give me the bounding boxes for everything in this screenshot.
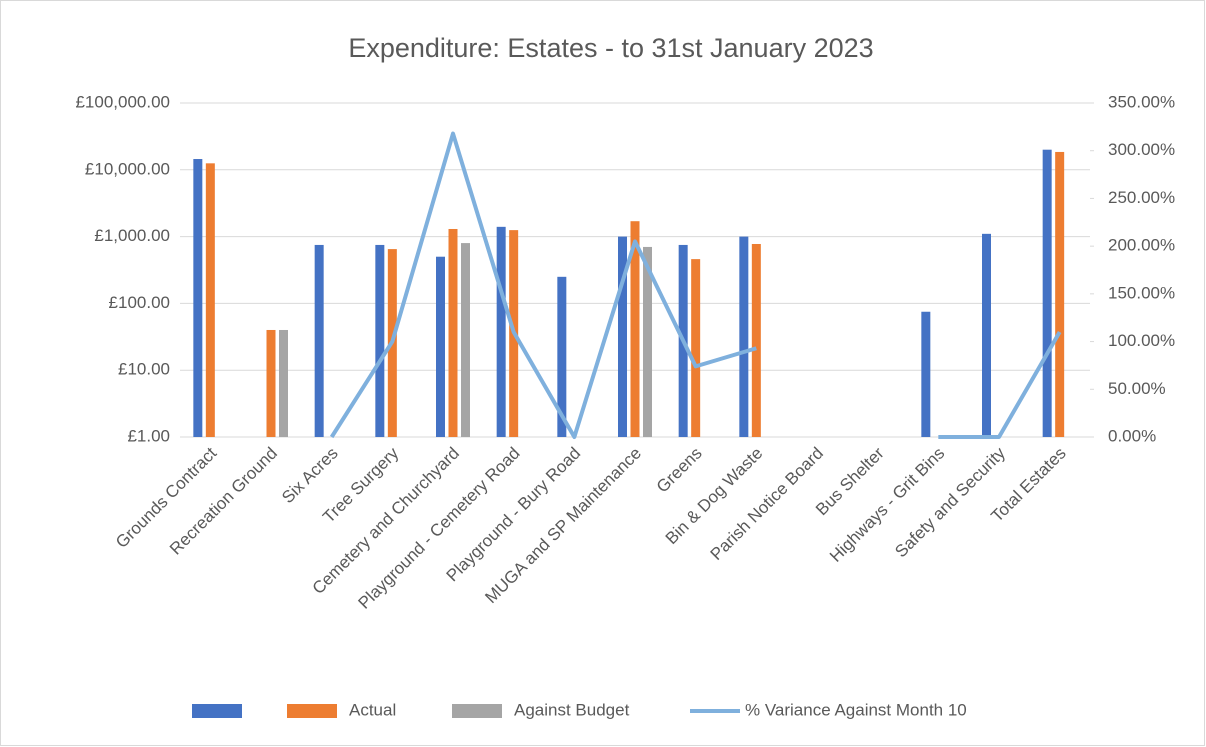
y2-tick-label: 0.00% — [1108, 426, 1156, 445]
bar — [205, 163, 215, 437]
bar — [630, 221, 640, 437]
bar — [375, 244, 385, 437]
legend-swatch — [192, 704, 242, 718]
legend-swatch — [287, 704, 337, 718]
bar — [921, 311, 931, 437]
y-tick-label: £1.00 — [127, 426, 170, 445]
bar — [461, 243, 470, 437]
bar — [314, 244, 324, 437]
y-tick-label: £10,000.00 — [85, 159, 170, 178]
bar — [618, 236, 627, 437]
legend-swatch — [452, 704, 502, 718]
bar — [982, 233, 991, 437]
y2-tick-label: 100.00% — [1108, 331, 1175, 350]
bar — [739, 236, 749, 437]
y2-tick-label: 150.00% — [1108, 283, 1175, 302]
y2-tick-label: 250.00% — [1108, 188, 1175, 207]
line — [329, 131, 1062, 439]
legend-label: Against Budget — [514, 700, 630, 719]
bar — [448, 228, 458, 437]
y-tick-label: £100.00 — [109, 293, 170, 312]
bar — [496, 226, 506, 437]
y2-tick-label: 50.00% — [1108, 379, 1166, 398]
y2-tick-label: 300.00% — [1108, 140, 1175, 159]
y-tick-label: £10.00 — [118, 360, 170, 379]
bar — [1042, 149, 1052, 437]
y-tick-label: £100,000.00 — [75, 92, 170, 111]
bar — [1055, 151, 1065, 437]
y-tick-label: £1,000.00 — [94, 226, 170, 245]
bar — [279, 329, 288, 437]
bar — [751, 243, 761, 437]
y2-tick-label: 200.00% — [1108, 236, 1175, 255]
bar — [691, 259, 701, 437]
bar — [643, 246, 652, 437]
legend-label: Actual — [349, 700, 396, 719]
chart-title: Expenditure: Estates - to 31st January 2… — [348, 33, 873, 63]
legend-label: % Variance Against Month 10 — [745, 700, 967, 719]
bar — [193, 159, 203, 437]
bar — [436, 256, 445, 437]
y2-tick-label: 350.00% — [1108, 92, 1175, 111]
bar — [266, 329, 276, 437]
bar — [557, 276, 567, 437]
